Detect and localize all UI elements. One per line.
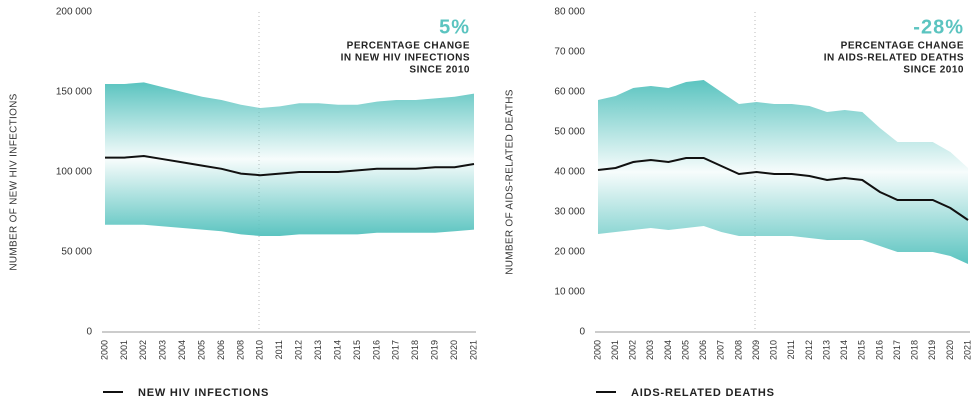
- x-tick-label: 2002: [628, 340, 638, 360]
- x-tick-label: 2003: [645, 340, 655, 360]
- x-tick-label: 2011: [786, 340, 796, 359]
- x-tick-label: 2005: [680, 340, 690, 360]
- y-tick-label: 100 000: [56, 167, 93, 178]
- y-tick-label: 50 000: [61, 247, 92, 258]
- y-tick-label: 40 000: [554, 167, 585, 178]
- y-tick-label: 80 000: [554, 7, 585, 18]
- x-tick-label: 2017: [892, 340, 902, 360]
- y-tick-label: 10 000: [554, 287, 585, 298]
- y-tick-label: 20 000: [554, 247, 585, 258]
- annotation-text: SINCE 2010: [409, 65, 470, 76]
- x-tick-label: 2018: [410, 340, 420, 360]
- y-tick-label: 0: [86, 327, 92, 338]
- x-tick-label: 2006: [698, 340, 708, 360]
- x-tick-label: 2002: [138, 340, 148, 360]
- annotation-text: PERCENTAGE CHANGE: [841, 41, 964, 52]
- legend-label: NEW HIV INFECTIONS: [138, 387, 269, 399]
- x-tick-label: 2012: [294, 340, 304, 360]
- x-tick-label: 2011: [274, 340, 284, 359]
- y-tick-label: 200 000: [56, 7, 93, 18]
- x-tick-label: 2010: [769, 340, 779, 360]
- y-tick-label: 150 000: [56, 87, 93, 98]
- uncertainty-band: [598, 80, 968, 264]
- y-axis-label: NUMBER OF AIDS-RELATED DEATHS: [505, 89, 516, 275]
- line: [597, 157, 969, 221]
- x-tick-label: 2010: [255, 340, 265, 360]
- x-tick-label: 2008: [235, 340, 245, 360]
- y-tick-label: 30 000: [554, 207, 585, 218]
- x-tick-label: 2009: [751, 340, 761, 360]
- line: [105, 154, 475, 177]
- annotation-text: IN NEW HIV INFECTIONS: [341, 53, 470, 64]
- annotation-value: 5%: [439, 16, 470, 38]
- x-tick-label: 2021: [468, 340, 478, 360]
- x-tick-label: 2001: [119, 340, 129, 360]
- annotation-value: -28%: [913, 16, 964, 38]
- x-tick-label: 2004: [177, 340, 187, 360]
- y-tick-label: 60 000: [554, 87, 585, 98]
- x-tick-label: 2016: [371, 340, 381, 360]
- x-tick-label: 2014: [839, 340, 849, 360]
- x-tick-label: 2014: [332, 340, 342, 360]
- x-tick-label: 2015: [352, 340, 362, 360]
- x-tick-label: 2020: [945, 340, 955, 360]
- x-tick-label: 2000: [592, 340, 602, 360]
- x-tick-label: 2001: [610, 340, 620, 360]
- x-tick-label: 2021: [962, 340, 972, 360]
- x-tick-label: 2019: [430, 340, 440, 360]
- annotation-text: SINCE 2010: [903, 65, 964, 76]
- y-tick-label: 50 000: [554, 127, 585, 138]
- x-tick-label: 2003: [158, 340, 168, 360]
- x-tick-label: 2016: [874, 340, 884, 360]
- x-tick-label: 2018: [910, 340, 920, 360]
- x-tick-label: 2006: [216, 340, 226, 360]
- x-tick-label: 2013: [313, 340, 323, 360]
- x-tick-label: 2000: [99, 340, 109, 360]
- x-tick-label: 2008: [733, 340, 743, 360]
- x-tick-label: 2007: [716, 340, 726, 360]
- annotation-text: PERCENTAGE CHANGE: [347, 41, 470, 52]
- x-tick-label: 2020: [449, 340, 459, 360]
- legend-label: AIDS-RELATED DEATHS: [631, 387, 775, 399]
- x-tick-label: 2019: [927, 340, 937, 360]
- x-tick-label: 2017: [391, 340, 401, 360]
- x-tick-label: 2013: [821, 340, 831, 360]
- x-tick-label: 2005: [196, 340, 206, 360]
- y-axis-label: NUMBER OF NEW HIV INFECTIONS: [9, 93, 20, 270]
- y-tick-label: 70 000: [554, 47, 585, 58]
- uncertainty-band: [105, 82, 474, 237]
- annotation-text: IN AIDS-RELATED DEATHS: [824, 53, 964, 64]
- x-tick-label: 2004: [663, 340, 673, 360]
- y-tick-label: 0: [579, 327, 585, 338]
- x-tick-label: 2015: [857, 340, 867, 360]
- x-tick-label: 2012: [804, 340, 814, 360]
